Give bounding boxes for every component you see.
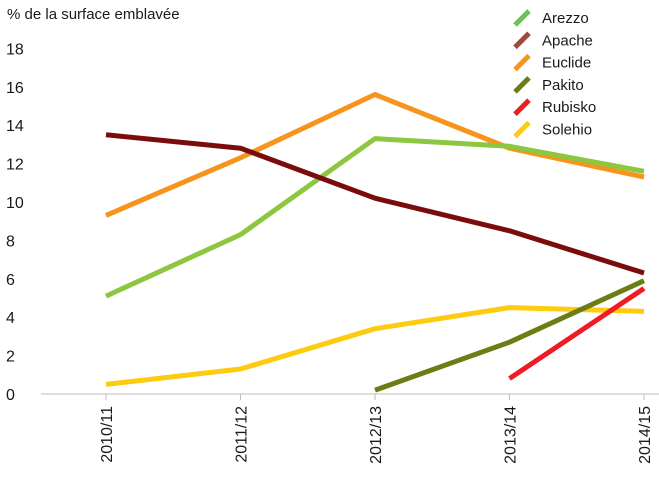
series-line-pakito	[374, 278, 646, 393]
legend-swatch	[513, 98, 531, 116]
x-tick-label: 2012/13	[368, 406, 385, 464]
x-tick-label: 2011/12	[234, 406, 251, 463]
legend-swatch	[513, 76, 531, 94]
y-tick-label: 12	[6, 157, 24, 174]
legend-label: Solehio	[542, 122, 592, 139]
x-tick-label: 2010/11	[99, 406, 116, 463]
legend-label: Pakito	[542, 77, 584, 94]
legend: Arezzo Apache Euclide Pakito Rubisko Solehio	[513, 9, 596, 139]
series-line-apache	[105, 132, 645, 276]
y-tick-label: 6	[6, 272, 15, 289]
series-lines	[104, 92, 646, 393]
legend-swatch	[513, 53, 531, 72]
legend-swatch	[513, 9, 531, 27]
y-tick-label: 4	[6, 310, 15, 327]
y-axis-label: % de la surface emblavée	[7, 6, 180, 23]
y-axis-ticks: 0 2 4 6 8 10 12 14 16 18	[6, 41, 24, 404]
y-tick-label: 10	[6, 195, 24, 212]
x-tick-label: 2013/14	[503, 406, 520, 464]
legend-label: Rubisko	[542, 99, 596, 116]
y-tick-label: 8	[6, 233, 15, 250]
series-line-solehio	[105, 305, 645, 387]
y-tick-label: 18	[6, 41, 24, 58]
legend-label: Euclide	[542, 55, 591, 72]
legend-label: Arezzo	[542, 10, 589, 27]
series-line-arezzo	[104, 136, 645, 299]
legend-swatch	[513, 31, 531, 50]
series-line-euclide	[105, 92, 645, 218]
legend-label: Apache	[542, 32, 593, 49]
y-tick-label: 2	[6, 349, 15, 366]
x-tick-label: 2014/15	[637, 406, 654, 464]
series-line-rubisko	[508, 286, 646, 381]
y-tick-label: 16	[6, 80, 24, 97]
y-tick-label: 0	[6, 387, 15, 404]
y-tick-label: 14	[6, 118, 24, 135]
x-axis-ticks: 2010/11 2011/12 2012/13 2013/14 2014/15	[99, 394, 654, 464]
legend-swatch	[513, 120, 531, 139]
